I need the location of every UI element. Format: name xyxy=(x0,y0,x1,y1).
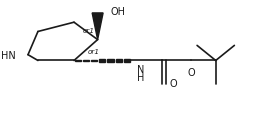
Text: O: O xyxy=(187,67,195,77)
Text: HN: HN xyxy=(1,50,16,60)
Polygon shape xyxy=(92,14,103,40)
Polygon shape xyxy=(91,60,97,62)
Polygon shape xyxy=(124,59,130,63)
Text: OH: OH xyxy=(110,7,125,16)
Polygon shape xyxy=(116,59,122,63)
Polygon shape xyxy=(108,60,114,62)
Polygon shape xyxy=(83,60,89,61)
Polygon shape xyxy=(99,60,106,62)
Text: or1: or1 xyxy=(83,27,95,33)
Text: or1: or1 xyxy=(88,49,100,55)
Text: H: H xyxy=(137,72,144,82)
Text: O: O xyxy=(169,78,177,88)
Text: N: N xyxy=(137,64,144,74)
